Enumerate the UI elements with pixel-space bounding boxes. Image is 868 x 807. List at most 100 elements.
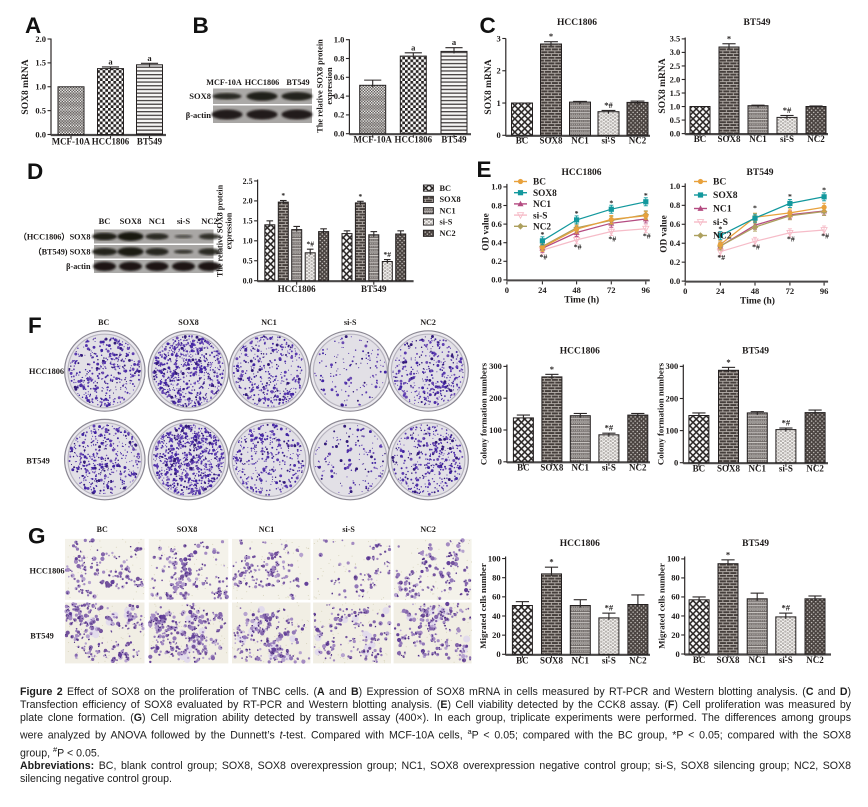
svg-text:NC2: NC2 <box>629 136 647 146</box>
svg-text:BC: BC <box>713 177 726 188</box>
svg-text:*#: *# <box>540 253 548 262</box>
svg-text:BC: BC <box>516 136 529 146</box>
svg-text:MCF-10A: MCF-10A <box>52 137 91 147</box>
svg-text:NC1: NC1 <box>259 525 275 534</box>
svg-text:expression: expression <box>225 212 234 249</box>
svg-text:HCC1806: HCC1806 <box>560 539 600 549</box>
svg-text:NC2: NC2 <box>629 463 647 473</box>
svg-text:100: 100 <box>666 425 679 435</box>
svg-text:*: * <box>644 191 648 200</box>
svg-text:si-S: si-S <box>602 463 616 473</box>
svg-text:si-S: si-S <box>440 218 453 227</box>
svg-text:*: * <box>550 364 554 374</box>
svg-text:HCC1806: HCC1806 <box>245 78 280 87</box>
svg-text:0.0: 0.0 <box>670 276 681 286</box>
svg-text:si-S: si-S <box>779 655 793 665</box>
svg-text:C: C <box>480 13 496 38</box>
svg-text:0: 0 <box>683 286 687 296</box>
svg-text:NC2: NC2 <box>806 655 824 665</box>
svg-text:1: 1 <box>497 98 501 108</box>
svg-text:*#: *# <box>306 240 314 249</box>
svg-text:BC: BC <box>694 134 707 144</box>
svg-text:HCC1806: HCC1806 <box>278 284 316 294</box>
svg-text:0: 0 <box>675 649 679 659</box>
svg-text:0.8: 0.8 <box>670 200 681 210</box>
svg-text:80: 80 <box>492 573 501 583</box>
svg-text:100: 100 <box>488 553 501 563</box>
svg-text:2.0: 2.0 <box>670 74 681 84</box>
svg-text:300: 300 <box>666 361 679 371</box>
svg-text:*#: *# <box>821 232 829 241</box>
svg-text:40: 40 <box>492 611 501 621</box>
svg-text:NC2: NC2 <box>201 216 218 226</box>
svg-text:（HCC1806）SOX8: （HCC1806）SOX8 <box>19 232 91 242</box>
svg-text:0.4: 0.4 <box>334 91 345 101</box>
svg-text:0: 0 <box>505 285 509 295</box>
svg-text:BT549: BT549 <box>361 284 387 294</box>
svg-text:SOX8 mRNA: SOX8 mRNA <box>21 59 31 114</box>
svg-text:BT549: BT549 <box>286 78 309 87</box>
svg-text:300: 300 <box>489 361 502 371</box>
svg-text:SOX8: SOX8 <box>713 190 738 201</box>
svg-text:NC2: NC2 <box>807 134 825 144</box>
svg-text:si-S: si-S <box>533 211 547 221</box>
svg-text:*#: *# <box>787 235 795 244</box>
svg-text:0.2: 0.2 <box>670 257 681 267</box>
svg-text:NC1: NC1 <box>571 136 589 146</box>
svg-text:1.0: 1.0 <box>35 82 46 92</box>
svg-text:G: G <box>28 524 46 549</box>
svg-text:0.8: 0.8 <box>491 200 502 210</box>
svg-text:1.5: 1.5 <box>35 58 46 68</box>
svg-text:si-S: si-S <box>601 136 615 146</box>
svg-text:SOX8 mRNA: SOX8 mRNA <box>484 59 494 114</box>
svg-text:0.0: 0.0 <box>670 128 681 138</box>
svg-text:si-S: si-S <box>342 525 355 534</box>
svg-text:BT549: BT549 <box>747 168 774 178</box>
svg-text:a: a <box>147 53 152 63</box>
svg-text:*: * <box>726 357 730 367</box>
svg-text:SOX8: SOX8 <box>533 189 557 199</box>
svg-text:48: 48 <box>572 285 581 295</box>
svg-text:0.2: 0.2 <box>334 110 345 120</box>
svg-text:48: 48 <box>751 286 760 296</box>
svg-text:β-actin: β-actin <box>66 262 91 271</box>
svg-text:The relative SOX8 protein: The relative SOX8 protein <box>216 184 225 277</box>
svg-text:BT549: BT549 <box>744 18 771 28</box>
svg-text:3.0: 3.0 <box>670 47 681 57</box>
svg-text:SOX8 mRNA: SOX8 mRNA <box>658 58 668 113</box>
svg-text:SOX8: SOX8 <box>539 136 563 146</box>
svg-text:BC: BC <box>693 655 706 665</box>
svg-text:0.8: 0.8 <box>334 53 345 63</box>
svg-text:*: * <box>549 557 553 567</box>
svg-text:20: 20 <box>492 630 501 640</box>
svg-text:1.5: 1.5 <box>670 88 681 98</box>
svg-text:SOX8: SOX8 <box>540 463 564 473</box>
svg-text:SOX8: SOX8 <box>177 525 197 534</box>
svg-text:*#: *# <box>752 243 760 252</box>
svg-text:HCC1806: HCC1806 <box>29 567 64 576</box>
svg-text:0.4: 0.4 <box>670 238 681 248</box>
svg-text:24: 24 <box>716 286 725 296</box>
svg-text:*: * <box>540 230 544 239</box>
svg-text:60: 60 <box>671 592 680 602</box>
svg-text:*#: *# <box>643 232 651 241</box>
svg-text:96: 96 <box>820 286 829 296</box>
svg-text:1.0: 1.0 <box>334 35 345 45</box>
svg-text:β-actin: β-actin <box>186 110 212 120</box>
svg-text:1.0: 1.0 <box>670 101 681 111</box>
svg-text:100: 100 <box>667 554 680 564</box>
svg-text:MCF-10A: MCF-10A <box>353 135 392 145</box>
svg-text:BC: BC <box>99 216 111 226</box>
svg-text:NC2: NC2 <box>420 525 436 534</box>
svg-text:BC: BC <box>97 525 108 534</box>
svg-text:2.5: 2.5 <box>670 61 681 71</box>
svg-text:3.5: 3.5 <box>670 34 681 44</box>
svg-text:A: A <box>25 13 41 38</box>
svg-text:*: * <box>822 186 826 195</box>
svg-text:HCC1806: HCC1806 <box>29 367 64 376</box>
svg-text:Time (h): Time (h) <box>740 295 775 306</box>
svg-text:*#: *# <box>783 105 792 115</box>
svg-text:si-S: si-S <box>602 656 616 666</box>
svg-text:1.0: 1.0 <box>243 237 253 246</box>
svg-text:*: * <box>718 225 722 234</box>
